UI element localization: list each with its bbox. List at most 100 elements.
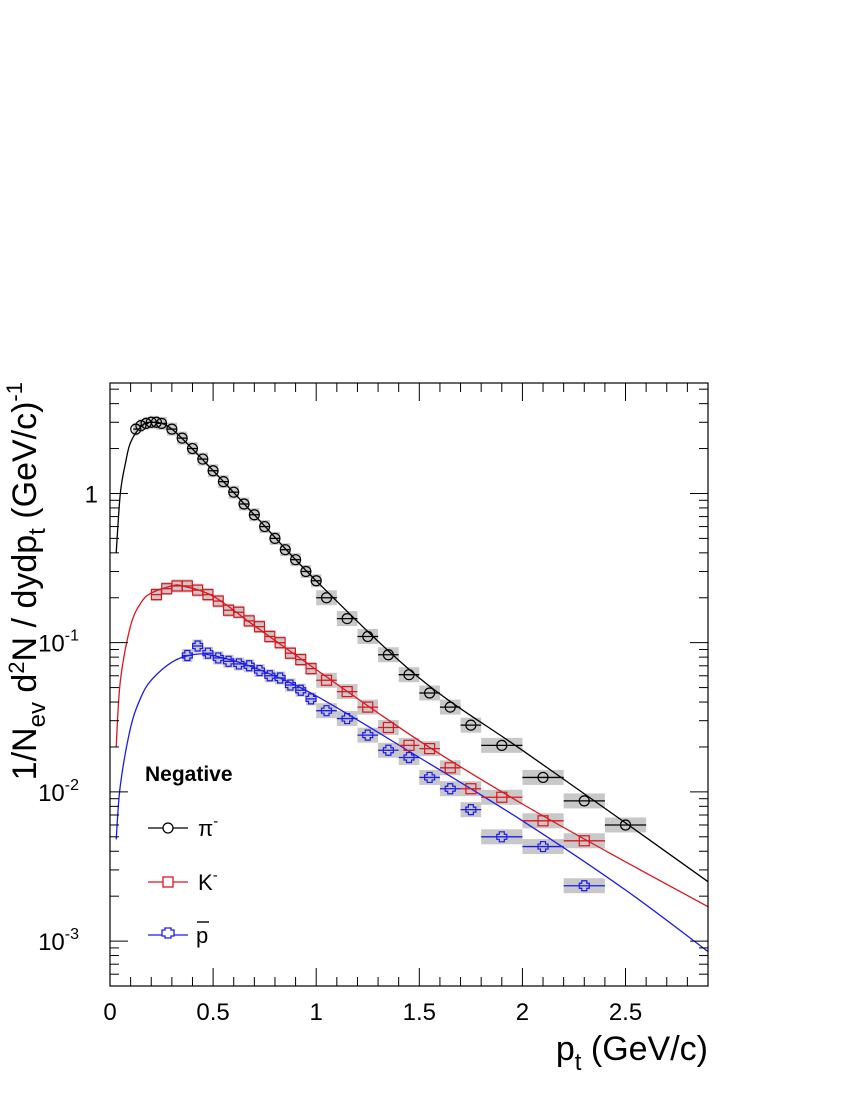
data-point-pi bbox=[320, 592, 333, 604]
data-point-kaon bbox=[202, 588, 214, 601]
data-point-kaon bbox=[150, 588, 162, 601]
data-point-pi bbox=[228, 486, 240, 498]
x-label-unit: (GeV/c) bbox=[581, 1030, 708, 1068]
data-point-antiproton bbox=[233, 658, 245, 670]
data-point-pi bbox=[362, 630, 374, 643]
y-label-g: (GeV/c) bbox=[6, 402, 44, 529]
fit-curve bbox=[115, 653, 709, 953]
data-point-kaon bbox=[305, 663, 317, 675]
legend-marker-pi bbox=[162, 822, 174, 834]
x-label-sub: t bbox=[575, 1049, 582, 1076]
fit-curve bbox=[115, 421, 709, 883]
data-point-kaon bbox=[362, 701, 374, 713]
data-point-kaon bbox=[578, 835, 590, 847]
data-point-kaon bbox=[295, 654, 307, 666]
data-points bbox=[130, 416, 647, 892]
data-point-pi bbox=[217, 476, 230, 488]
data-point-antiproton bbox=[444, 783, 456, 795]
x-tick-label: 2 bbox=[516, 999, 529, 1026]
legend: Negative π- K- p bbox=[145, 763, 233, 948]
y-tick-exponent: -2 bbox=[65, 777, 79, 794]
data-point-antiproton bbox=[578, 880, 590, 892]
y-tick-label: 1 bbox=[85, 481, 98, 508]
data-point-antiproton bbox=[274, 672, 286, 684]
data-point-pi bbox=[166, 423, 178, 435]
x-tick-label: 1.5 bbox=[403, 999, 436, 1026]
data-point-kaon bbox=[465, 783, 477, 795]
legend-label-kaon: K- bbox=[198, 867, 218, 895]
legend-title: Negative bbox=[145, 763, 233, 786]
y-label-c: d bbox=[6, 674, 44, 702]
y-label-a: 1/N bbox=[6, 727, 44, 780]
data-point-kaon bbox=[243, 615, 255, 627]
data-point-kaon bbox=[284, 647, 297, 659]
y-tick-base: 10 bbox=[38, 780, 65, 807]
data-point-pi bbox=[279, 544, 291, 556]
data-point-antiproton bbox=[465, 804, 477, 816]
data-point-pi bbox=[619, 819, 632, 831]
data-point-pi bbox=[310, 575, 322, 587]
legend-label-pi: π- bbox=[198, 813, 218, 841]
legend-pi-sup: - bbox=[213, 813, 218, 830]
y-label-e: N / dydp bbox=[6, 535, 44, 662]
x-tick-label: 1 bbox=[310, 999, 323, 1026]
x-label-main: p bbox=[556, 1030, 575, 1068]
data-point-pi bbox=[135, 420, 147, 432]
legend-kaon-name: K bbox=[198, 870, 213, 895]
data-point-pi bbox=[578, 795, 590, 807]
data-point-kaon bbox=[403, 739, 415, 751]
y-tick-base: 10 bbox=[38, 631, 65, 658]
legend-entry-antiproton: p bbox=[148, 921, 209, 948]
data-point-pi bbox=[341, 612, 353, 625]
y-tick-base: 1 bbox=[85, 481, 98, 508]
data-point-antiproton bbox=[537, 840, 549, 853]
data-point-kaon bbox=[253, 621, 266, 633]
data-point-pi bbox=[155, 417, 168, 429]
legend-entry-kaon: K- bbox=[148, 867, 218, 895]
data-point-kaon bbox=[320, 674, 333, 686]
x-tick-label: 2.5 bbox=[609, 999, 642, 1026]
axes: 0 0.5 1 1.5 2 2.510-310-210-11 bbox=[38, 382, 709, 1026]
data-point-kaon bbox=[264, 630, 276, 643]
data-point-pi bbox=[403, 669, 415, 681]
data-point-pi bbox=[424, 687, 436, 699]
data-point-antiproton bbox=[202, 647, 214, 659]
data-point-kaon bbox=[424, 743, 436, 755]
y-axis-label: 1/Nev d2N / dydpt (GeV/c)-1 bbox=[2, 382, 51, 780]
data-point-pi bbox=[300, 565, 312, 578]
data-point-antiproton bbox=[264, 670, 276, 682]
legend-entry-pi: π- bbox=[148, 813, 218, 841]
data-point-antiproton bbox=[212, 652, 224, 664]
legend-pi-name: π bbox=[198, 816, 213, 841]
data-point-pi bbox=[248, 509, 260, 521]
data-point-antiproton bbox=[284, 679, 297, 691]
data-point-pi bbox=[269, 532, 281, 544]
data-point-kaon bbox=[444, 762, 456, 774]
data-point-kaon bbox=[212, 595, 224, 607]
data-point-pi bbox=[537, 771, 549, 784]
data-point-antiproton bbox=[320, 705, 333, 717]
y-tick-label: 10-1 bbox=[38, 628, 79, 658]
data-point-antiproton bbox=[382, 744, 394, 756]
data-point-antiproton bbox=[243, 660, 255, 672]
data-point-kaon bbox=[274, 637, 286, 649]
data-point-antiproton bbox=[295, 684, 307, 696]
data-point-antiproton bbox=[222, 655, 235, 667]
data-point-kaon bbox=[382, 721, 394, 734]
data-point-antiproton bbox=[362, 729, 374, 741]
y-label-h: -1 bbox=[2, 382, 27, 402]
y-label-d: 2 bbox=[4, 661, 29, 673]
data-point-kaon bbox=[233, 606, 245, 618]
legend-label-antiproton: p bbox=[196, 923, 208, 948]
data-point-pi bbox=[238, 498, 250, 510]
legend-marker-antiproton bbox=[161, 927, 175, 939]
data-point-antiproton bbox=[496, 831, 508, 843]
data-point-pi bbox=[444, 701, 456, 713]
data-point-antiproton bbox=[253, 664, 266, 677]
y-tick-label: 10-2 bbox=[38, 777, 79, 807]
data-point-antiproton bbox=[403, 751, 415, 764]
data-point-pi bbox=[382, 649, 394, 661]
data-point-pi bbox=[496, 739, 508, 751]
y-tick-label: 10-3 bbox=[38, 926, 79, 956]
data-point-kaon bbox=[537, 815, 549, 827]
